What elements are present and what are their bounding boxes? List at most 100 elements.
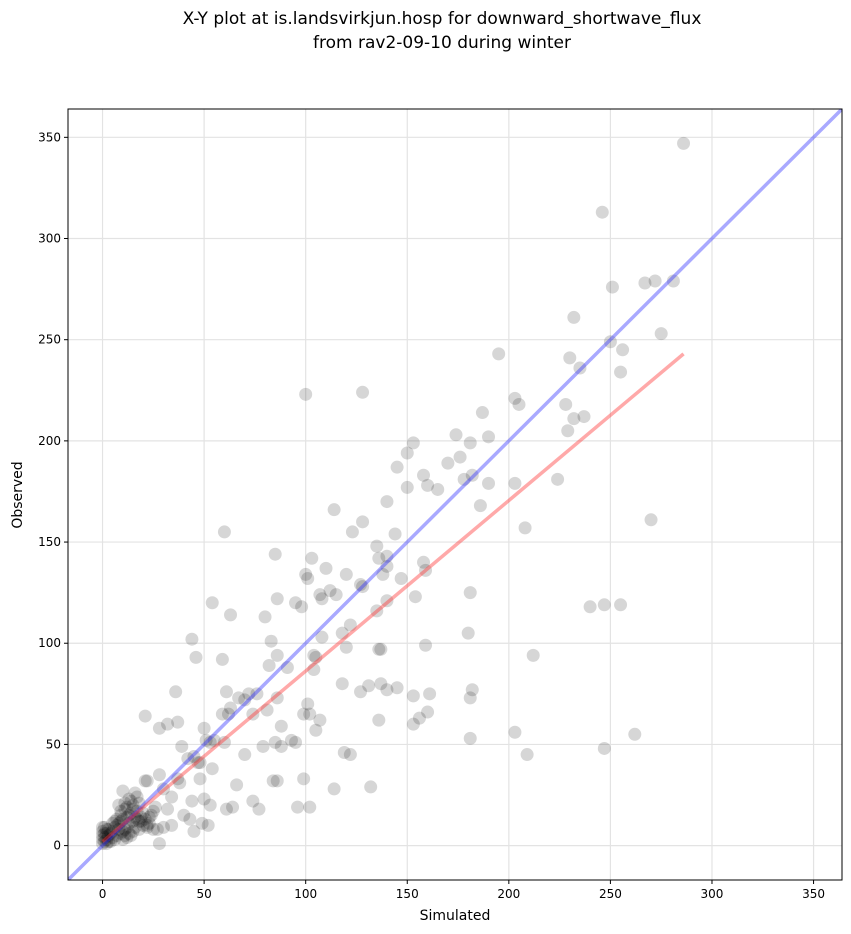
data-point bbox=[295, 600, 309, 614]
data-point bbox=[126, 798, 140, 812]
data-point bbox=[482, 476, 496, 490]
data-point bbox=[250, 687, 264, 701]
data-point bbox=[380, 549, 394, 563]
data-point bbox=[337, 746, 351, 760]
data-point bbox=[122, 816, 136, 830]
data-point bbox=[152, 837, 166, 851]
data-point bbox=[644, 513, 658, 527]
data-point bbox=[421, 705, 435, 719]
data-point bbox=[677, 136, 691, 150]
data-point bbox=[116, 812, 130, 826]
data-point bbox=[303, 707, 317, 721]
data-point bbox=[114, 826, 128, 840]
data-point bbox=[114, 814, 128, 828]
data-point bbox=[380, 683, 394, 697]
data-point bbox=[169, 685, 183, 699]
data-point bbox=[299, 387, 313, 401]
data-point bbox=[614, 598, 628, 612]
data-point bbox=[193, 756, 207, 770]
data-point bbox=[96, 828, 110, 842]
data-point bbox=[246, 707, 260, 721]
data-point bbox=[150, 822, 164, 836]
y-tick-label: 350 bbox=[38, 130, 61, 144]
data-point bbox=[112, 822, 126, 836]
data-point bbox=[146, 822, 160, 836]
y-tick-label: 0 bbox=[53, 839, 61, 853]
data-point bbox=[122, 808, 136, 822]
data-point bbox=[112, 798, 126, 812]
data-point bbox=[140, 818, 154, 832]
data-point bbox=[268, 735, 282, 749]
data-point bbox=[465, 683, 479, 697]
data-point bbox=[345, 525, 359, 539]
data-point bbox=[132, 796, 146, 810]
data-point bbox=[224, 608, 238, 622]
data-point bbox=[102, 822, 116, 836]
data-point bbox=[400, 446, 414, 460]
data-point bbox=[301, 571, 315, 585]
data-point bbox=[144, 808, 158, 822]
data-point bbox=[463, 691, 477, 705]
data-point bbox=[270, 592, 284, 606]
y-tick-label: 150 bbox=[38, 535, 61, 549]
data-point bbox=[217, 525, 231, 539]
data-point bbox=[388, 527, 402, 541]
data-point bbox=[309, 650, 323, 664]
data-point bbox=[605, 280, 619, 294]
data-point bbox=[108, 814, 122, 828]
data-point bbox=[567, 412, 581, 426]
one-to-one-line bbox=[68, 109, 842, 880]
data-point bbox=[118, 796, 132, 810]
data-point bbox=[301, 697, 315, 711]
data-point bbox=[232, 691, 246, 705]
data-point bbox=[201, 818, 215, 832]
data-point bbox=[356, 580, 370, 594]
data-point bbox=[323, 584, 337, 598]
data-point bbox=[187, 750, 201, 764]
data-point bbox=[421, 478, 435, 492]
data-point bbox=[122, 792, 136, 806]
data-point bbox=[96, 833, 110, 847]
data-point bbox=[380, 495, 394, 509]
data-point bbox=[124, 828, 138, 842]
data-point bbox=[291, 800, 305, 814]
y-tick-label: 100 bbox=[38, 636, 61, 650]
data-point bbox=[165, 790, 179, 804]
data-point bbox=[183, 812, 197, 826]
y-tick-label: 300 bbox=[38, 232, 61, 246]
data-point bbox=[508, 391, 522, 405]
data-point bbox=[104, 835, 118, 849]
data-point bbox=[408, 590, 422, 604]
data-point bbox=[374, 642, 388, 656]
data-point bbox=[146, 804, 160, 818]
data-point bbox=[130, 812, 144, 826]
data-point bbox=[238, 748, 252, 762]
data-point bbox=[417, 555, 431, 569]
data-point bbox=[343, 748, 357, 762]
data-point bbox=[120, 800, 134, 814]
data-point bbox=[319, 561, 333, 575]
data-point bbox=[195, 816, 209, 830]
data-point bbox=[376, 567, 390, 581]
data-point bbox=[374, 677, 388, 691]
data-point bbox=[221, 707, 235, 721]
data-point bbox=[100, 833, 114, 847]
data-point bbox=[309, 723, 323, 737]
data-point bbox=[390, 460, 404, 474]
data-point bbox=[230, 778, 244, 792]
data-point bbox=[175, 739, 189, 753]
data-point bbox=[614, 365, 628, 379]
data-point bbox=[100, 826, 114, 840]
data-point bbox=[518, 521, 532, 535]
data-point bbox=[132, 814, 146, 828]
data-point bbox=[463, 731, 477, 745]
data-point bbox=[573, 361, 587, 375]
data-point bbox=[148, 800, 162, 814]
data-point bbox=[242, 687, 256, 701]
data-point bbox=[130, 804, 144, 818]
data-point bbox=[289, 596, 303, 610]
data-point bbox=[110, 812, 124, 826]
data-point bbox=[577, 410, 591, 424]
data-point bbox=[161, 717, 175, 731]
data-point bbox=[270, 648, 284, 662]
